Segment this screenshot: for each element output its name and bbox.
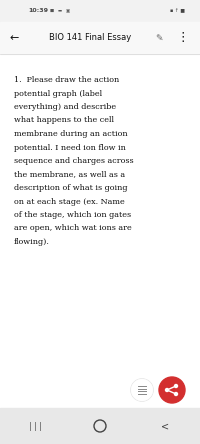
Text: are open, which wat ions are: are open, which wat ions are <box>14 225 132 233</box>
Text: flowing).: flowing). <box>14 238 50 246</box>
Text: description of what is going: description of what is going <box>14 184 128 192</box>
Text: the membrane, as well as a: the membrane, as well as a <box>14 170 125 178</box>
Text: ▣: ▣ <box>66 9 70 13</box>
Bar <box>0 54 200 408</box>
Text: <: < <box>161 421 169 431</box>
Circle shape <box>174 385 178 388</box>
Text: everything) and describe: everything) and describe <box>14 103 116 111</box>
Text: ▪ ↑ ■: ▪ ↑ ■ <box>170 8 185 13</box>
Bar <box>0 0 200 22</box>
Text: on at each stage (ex. Name: on at each stage (ex. Name <box>14 198 125 206</box>
Text: membrane during an action: membrane during an action <box>14 130 128 138</box>
Text: sequence and charges across: sequence and charges across <box>14 157 134 165</box>
Text: ▬: ▬ <box>58 9 62 13</box>
Text: potential graph (label: potential graph (label <box>14 90 102 98</box>
Circle shape <box>132 380 152 400</box>
Text: ✎: ✎ <box>155 33 163 43</box>
Text: 1.  Please draw the action: 1. Please draw the action <box>14 76 119 84</box>
Circle shape <box>131 379 153 401</box>
Circle shape <box>159 377 185 403</box>
Text: ←: ← <box>10 33 19 43</box>
Text: what happens to the cell: what happens to the cell <box>14 116 114 124</box>
Text: potential. I need ion flow in: potential. I need ion flow in <box>14 143 126 151</box>
Text: ⋮: ⋮ <box>177 32 189 44</box>
Text: ■: ■ <box>50 9 54 13</box>
Circle shape <box>174 392 178 396</box>
Text: of the stage, which ion gates: of the stage, which ion gates <box>14 211 131 219</box>
Bar <box>0 22 200 54</box>
Circle shape <box>131 379 153 401</box>
Text: | | |: | | | <box>29 421 41 431</box>
Text: 10:39: 10:39 <box>28 8 48 13</box>
Circle shape <box>166 388 168 392</box>
Text: BIO 141 Final Essay: BIO 141 Final Essay <box>49 33 131 43</box>
Bar <box>0 408 200 444</box>
